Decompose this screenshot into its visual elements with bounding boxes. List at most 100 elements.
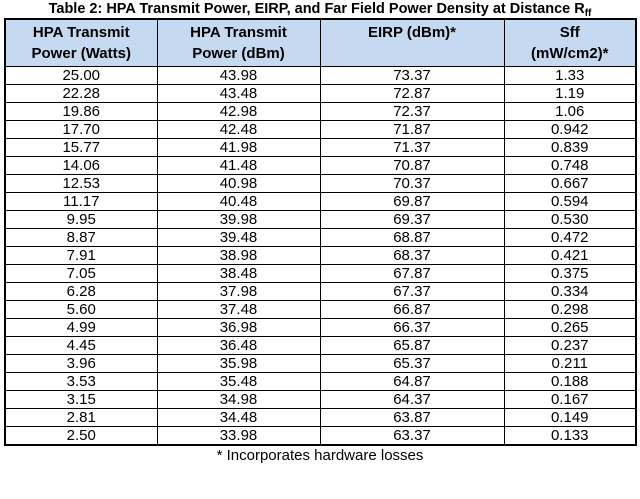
table-cell: 0.188 <box>503 371 637 391</box>
table-cell: 12.53 <box>4 173 158 193</box>
table-cell: 42.48 <box>156 119 321 139</box>
column-header-hpa-watts: HPA Transmit Power (Watts) <box>4 18 158 67</box>
table-cell: 65.37 <box>319 353 505 373</box>
header-line <box>321 43 504 64</box>
table-row: 7.05 38.48 67.87 0.375 <box>4 263 637 283</box>
header-line: Sff <box>559 24 580 41</box>
table-cell: 42.98 <box>156 101 321 121</box>
table-row: 9.95 39.98 69.37 0.530 <box>4 209 637 229</box>
table-header: HPA Transmit Power (Watts) HPA Transmit … <box>4 18 637 67</box>
table-cell: 37.98 <box>156 281 321 301</box>
table-cell: 68.87 <box>319 227 505 247</box>
table-cell: 35.98 <box>156 353 321 373</box>
table-row: 2.50 33.98 63.37 0.133 <box>4 425 637 445</box>
table-cell: 66.87 <box>319 299 505 319</box>
table-cell: 15.77 <box>4 137 158 157</box>
table-cell: 1.06 <box>503 101 637 121</box>
table-cell: 33.98 <box>156 425 321 445</box>
table-cell: 0.748 <box>503 155 637 175</box>
table-row: 7.91 38.98 68.37 0.421 <box>4 245 637 265</box>
table-cell: 34.48 <box>156 407 321 427</box>
table-cell: 4.99 <box>4 317 158 337</box>
table-cell: 41.98 <box>156 137 321 157</box>
table-cell: 0.133 <box>503 425 637 445</box>
column-header-hpa-dbm: HPA Transmit Power (dBm) <box>156 18 321 67</box>
table-row: 4.45 36.48 65.87 0.237 <box>4 335 637 355</box>
table-cell: 0.265 <box>503 317 637 337</box>
table-row: 3.15 34.98 64.37 0.167 <box>4 389 637 409</box>
table-row: 12.53 40.98 70.37 0.667 <box>4 173 637 193</box>
table-cell: 3.53 <box>4 371 158 391</box>
table-cell: 73.37 <box>319 65 505 85</box>
table-title: Table 2: HPA Transmit Power, EIRP, and F… <box>0 1 640 19</box>
table-row: 6.28 37.98 67.37 0.334 <box>4 281 637 301</box>
table-cell: 7.05 <box>4 263 158 283</box>
table-cell: 17.70 <box>4 119 158 139</box>
table-cell: 2.50 <box>4 425 158 445</box>
table-cell: 0.530 <box>503 209 637 229</box>
table-title-subscript: ff <box>584 8 592 19</box>
table-cell: 0.594 <box>503 191 637 211</box>
table-row: 22.28 43.48 72.87 1.19 <box>4 83 637 103</box>
table-cell: 3.96 <box>4 353 158 373</box>
footnote: * Incorporates hardware losses <box>216 446 424 464</box>
table-row: 11.17 40.48 69.87 0.594 <box>4 191 637 211</box>
table-cell: 2.81 <box>4 407 158 427</box>
table-cell: 11.17 <box>4 191 158 211</box>
header-line: EIRP (dBm)* <box>367 24 457 41</box>
table-row: 25.00 43.98 73.37 1.33 <box>4 65 637 85</box>
table-cell: 38.98 <box>156 245 321 265</box>
table-cell: 0.334 <box>503 281 637 301</box>
column-header-sff: Sff (mW/cm2)* <box>503 18 637 67</box>
table-cell: 41.48 <box>156 155 321 175</box>
table-row: 2.81 34.48 63.87 0.149 <box>4 407 637 427</box>
table-cell: 38.48 <box>156 263 321 283</box>
table-cell: 70.87 <box>319 155 505 175</box>
table-row: 17.70 42.48 71.87 0.942 <box>4 119 637 139</box>
table-row: 8.87 39.48 68.87 0.472 <box>4 227 637 247</box>
table-cell: 0.167 <box>503 389 637 409</box>
header-line: (mW/cm2)* <box>530 45 609 62</box>
table-cell: 22.28 <box>4 83 158 103</box>
table-row: 3.96 35.98 65.37 0.211 <box>4 353 637 373</box>
table-cell: 43.48 <box>156 83 321 103</box>
table-cell: 1.33 <box>503 65 637 85</box>
table-cell: 25.00 <box>4 65 158 85</box>
table-cell: 7.91 <box>4 245 158 265</box>
table-cell: 0.298 <box>503 299 637 319</box>
table-cell: 36.48 <box>156 335 321 355</box>
table-title-text: Table 2: HPA Transmit Power, EIRP, and F… <box>48 1 585 17</box>
table-cell: 4.45 <box>4 335 158 355</box>
table-cell: 0.942 <box>503 119 637 139</box>
table-cell: 65.87 <box>319 335 505 355</box>
table-cell: 37.48 <box>156 299 321 319</box>
hpa-power-table: HPA Transmit Power (Watts) HPA Transmit … <box>4 18 637 446</box>
table-cell: 43.98 <box>156 65 321 85</box>
header-row: HPA Transmit Power (Watts) HPA Transmit … <box>4 18 637 67</box>
table-cell: 63.37 <box>319 425 505 445</box>
table-cell: 67.87 <box>319 263 505 283</box>
table-cell: 19.86 <box>4 101 158 121</box>
table-cell: 66.37 <box>319 317 505 337</box>
table-cell: 1.19 <box>503 83 637 103</box>
table-cell: 0.211 <box>503 353 637 373</box>
table-cell: 72.37 <box>319 101 505 121</box>
table-cell: 63.87 <box>319 407 505 427</box>
table-cell: 0.839 <box>503 137 637 157</box>
table-row: 15.77 41.98 71.37 0.839 <box>4 137 637 157</box>
table-cell: 40.98 <box>156 173 321 193</box>
table-cell: 71.87 <box>319 119 505 139</box>
header-line: Power (dBm) <box>192 45 285 62</box>
table-cell: 8.87 <box>4 227 158 247</box>
table-cell: 3.15 <box>4 389 158 409</box>
table-cell: 69.37 <box>319 209 505 229</box>
table-cell: 36.98 <box>156 317 321 337</box>
table-cell: 71.37 <box>319 137 505 157</box>
table-cell: 40.48 <box>156 191 321 211</box>
table-row: 4.99 36.98 66.37 0.265 <box>4 317 637 337</box>
table-cell: 0.149 <box>503 407 637 427</box>
table-cell: 14.06 <box>4 155 158 175</box>
table-cell: 0.375 <box>503 263 637 283</box>
table-cell: 5.60 <box>4 299 158 319</box>
